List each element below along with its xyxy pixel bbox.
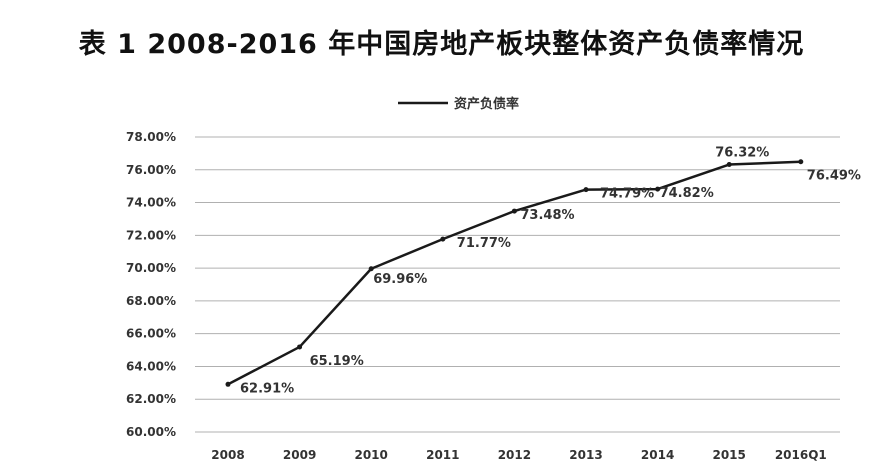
x-tick-label: 2015 xyxy=(712,448,745,462)
data-label: 62.91% xyxy=(240,381,294,396)
y-axis-ticks: 60.00% 62.00% 64.00% 66.00% 68.00% 70.00% 72.0… xyxy=(126,130,176,439)
y-tick-label: 78.00% xyxy=(126,130,176,144)
y-tick-label: 68.00% xyxy=(126,294,176,308)
series-line xyxy=(227,160,801,386)
x-tick-label: 2008 xyxy=(211,448,244,462)
data-point xyxy=(583,187,589,193)
data-point xyxy=(225,381,231,387)
y-tick-label: 66.00% xyxy=(126,327,176,341)
x-tick-label: 2013 xyxy=(569,448,602,462)
data-label: 74.79% xyxy=(600,187,654,202)
legend: 资产负债率 xyxy=(398,96,519,112)
y-tick-label: 72.00% xyxy=(126,228,176,242)
data-label: 69.96% xyxy=(373,272,427,287)
data-point xyxy=(798,159,804,165)
x-tick-label: 2012 xyxy=(498,448,531,462)
x-tick-label: 2016Q1 xyxy=(775,448,827,462)
data-point xyxy=(655,186,661,192)
data-label: 71.77% xyxy=(457,236,511,251)
data-label: 73.48% xyxy=(520,208,574,223)
x-tick-label: 2010 xyxy=(354,448,387,462)
data-point xyxy=(297,344,303,350)
data-label: 74.82% xyxy=(660,186,714,201)
y-tick-label: 64.00% xyxy=(126,359,176,373)
y-tick-label: 74.00% xyxy=(126,196,176,210)
x-tick-label: 2009 xyxy=(283,448,316,462)
data-point xyxy=(368,266,374,272)
x-axis-ticks: 2008 2009 2010 2011 2012 2013 2014 2015 2016Q1 xyxy=(211,448,826,462)
data-label: 76.49% xyxy=(807,169,861,184)
x-tick-label: 2011 xyxy=(426,448,459,462)
data-labels: 62.91% 65.19% 69.96% 71.77% 73.48% 74.79% 74.8… xyxy=(240,146,861,397)
y-tick-label: 76.00% xyxy=(126,163,176,177)
data-point xyxy=(511,208,517,214)
grid-lines xyxy=(195,136,840,433)
y-tick-label: 70.00% xyxy=(126,261,176,275)
y-tick-label: 60.00% xyxy=(126,425,176,439)
data-point xyxy=(440,236,446,242)
series-layer xyxy=(225,159,804,387)
data-label: 65.19% xyxy=(310,354,364,369)
data-label: 76.32% xyxy=(715,146,769,161)
legend-label: 资产负债率 xyxy=(454,96,519,112)
y-tick-label: 62.00% xyxy=(126,392,176,406)
page-title: 表 1 2008-2016 年中国房地产板块整体资产负债率情况 xyxy=(78,29,805,60)
data-point xyxy=(726,162,732,168)
x-tick-label: 2014 xyxy=(641,448,674,462)
